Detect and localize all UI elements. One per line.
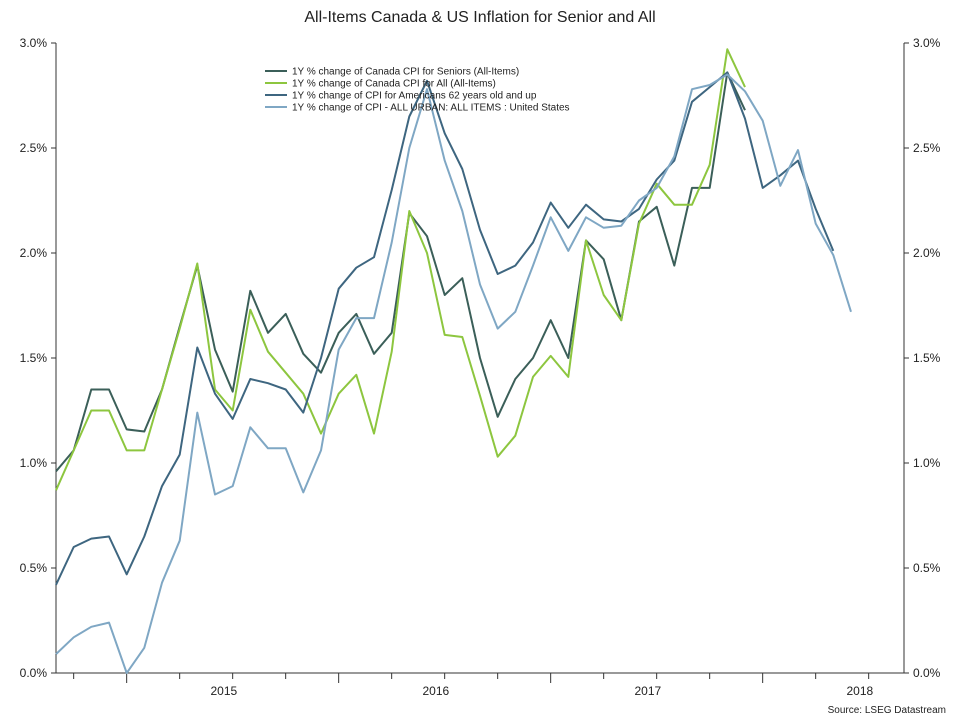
series-line-1 [55,71,746,473]
y-tick-label-left: 0.0% [20,666,48,680]
series-line-4 [55,73,852,674]
y-tick-label-left: 0.5% [20,561,48,575]
series-line-3 [55,71,835,586]
source-note: Source: LSEG Datastream [828,705,946,716]
x-axis-ticks: 2015 2016 2017 2018 [73,673,874,698]
y-tick-label-left: 1.0% [20,456,48,470]
right-y-axis-ticks: 0.0% 0.5% 1.0% 1.5% 2.0% 2.5% 3.0% [904,36,941,680]
y-tick-label-left: 3.0% [20,36,48,50]
y-tick-label-left: 1.5% [20,351,48,365]
y-tick-label-left: 2.5% [20,141,48,155]
y-tick-label-right: 2.0% [913,246,941,260]
y-tick-label-left: 2.0% [20,246,48,260]
legend-label: 1Y % change of CPI for Americans 62 year… [292,91,537,102]
x-tick-label: 2018 [846,684,873,698]
y-tick-label-right: 1.0% [913,456,941,470]
y-tick-label-right: 0.0% [913,666,941,680]
series-lines [55,48,852,674]
legend-label: 1Y % change of Canada CPI for Seniors (A… [292,67,519,78]
x-tick-label: 2017 [634,684,661,698]
legend-label: 1Y % change of Canada CPI for All (All-I… [292,79,496,90]
left-y-axis-ticks: 0.0% 0.5% 1.0% 1.5% 2.0% 2.5% 3.0% [20,36,56,680]
y-tick-label-right: 2.5% [913,141,941,155]
x-tick-label: 2016 [422,684,449,698]
series-line-2 [55,48,746,491]
y-tick-label-right: 1.5% [913,351,941,365]
legend: 1Y % change of Canada CPI for Seniors (A… [265,67,570,114]
x-tick-label: 2015 [210,684,237,698]
y-tick-label-right: 3.0% [913,36,941,50]
legend-label: 1Y % change of CPI - ALL URBAN: ALL ITEM… [292,103,570,114]
y-tick-label-right: 0.5% [913,561,941,575]
chart-title: All-Items Canada & US Inflation for Seni… [304,9,655,26]
